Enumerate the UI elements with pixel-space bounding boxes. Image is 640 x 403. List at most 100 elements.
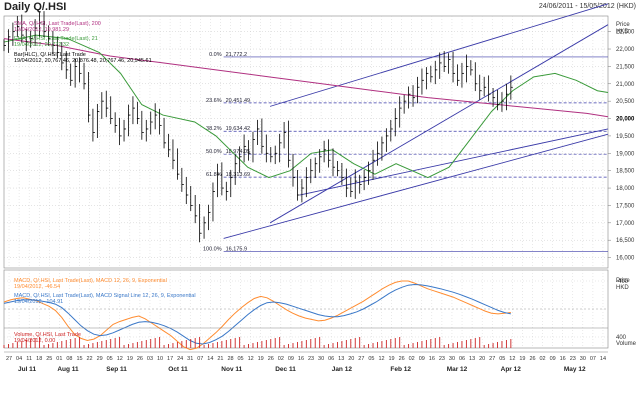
x-day-tick-label: 23 [570, 356, 576, 362]
price-panel-frame [3, 15, 609, 269]
x-month-label: Mar 12 [447, 366, 468, 373]
macd-axis-unit-currency: HKD [616, 285, 629, 291]
legend-signal-name: MACD, Q/.HSI, Last Trade(Last), MACD Sig… [14, 293, 196, 299]
x-day-tick-label: 21 [217, 356, 223, 362]
x-day-tick-label: 26 [268, 356, 274, 362]
sma200-line [3, 38, 609, 118]
x-day-tick-label: 26 [529, 356, 535, 362]
x-day-tick-label: 16 [429, 356, 435, 362]
x-day-tick-label: 16 [298, 356, 304, 362]
fib-level-value: 18,974.05 [226, 149, 250, 155]
x-day-tick-label: 26 [137, 356, 143, 362]
x-month-label: Jul 11 [18, 366, 36, 373]
x-day-tick-label: 12 [248, 356, 254, 362]
fib-level-label: 61.8% [206, 172, 222, 178]
x-day-tick-label: 07 [590, 356, 596, 362]
x-day-tick-label: 19 [519, 356, 525, 362]
x-day-tick-label: 02 [409, 356, 415, 362]
price-tick-label: 18,500 [616, 169, 635, 175]
legend-price-name: Bar(HLC), Q/.HSI, Last Trade [14, 52, 86, 58]
x-month-label: Feb 12 [390, 366, 411, 373]
x-day-tick-label: 14 [600, 356, 606, 362]
price-axis-unit-currency: HKD [616, 29, 629, 35]
x-day-tick-label: 08 [66, 356, 72, 362]
x-day-tick-label: 30 [318, 356, 324, 362]
x-day-tick-label: 14 [207, 356, 213, 362]
legend-signal-value: 19/04/2012, -104.91 [14, 299, 63, 305]
macd-line [3, 280, 511, 351]
x-day-tick-label: 30 [449, 356, 455, 362]
macd-tick-label: -400 [616, 279, 629, 285]
x-day-tick-label: 06 [459, 356, 465, 362]
x-day-tick-label: 29 [97, 356, 103, 362]
price-tick-label: 19,500 [616, 134, 635, 140]
x-day-tick-label: 02 [278, 356, 284, 362]
price-tick-label: 17,000 [616, 221, 635, 227]
x-day-tick-label: 09 [288, 356, 294, 362]
x-day-tick-label: 05 [107, 356, 113, 362]
legend-sma-value: 19/04/2012, 19,981.29 [14, 27, 69, 33]
chart-title: Daily Q/.HSI [4, 1, 67, 13]
fib-level-value: 20,451.49 [226, 98, 250, 104]
macd-axis-unit: Price [616, 278, 630, 284]
channel-line [269, 24, 609, 224]
x-month-label: Oct 11 [168, 366, 188, 373]
price-tick-label: 21,000 [616, 82, 635, 88]
x-day-tick-label: 27 [358, 356, 364, 362]
x-day-tick-label: 25 [46, 356, 52, 362]
x-day-tick-label: 19 [389, 356, 395, 362]
x-day-tick-label: 10 [157, 356, 163, 362]
price-tick-label: 20,500 [616, 99, 635, 105]
x-day-tick-label: 27 [6, 356, 12, 362]
fib-level-value: 19,634.42 [226, 126, 250, 132]
x-day-tick-label: 20 [348, 356, 354, 362]
volume-axis-unit: Volume [616, 341, 637, 347]
price-axis-unit: Price [616, 22, 630, 28]
x-day-tick-label: 16 [560, 356, 566, 362]
x-day-tick-label: 18 [36, 356, 42, 362]
x-day-tick-label: 04 [16, 356, 22, 362]
x-day-tick-label: 11 [26, 356, 32, 362]
x-day-tick-label: 26 [399, 356, 405, 362]
ema21-line [3, 34, 609, 179]
legend-macd-value: 19/04/2012, -46.54 [14, 284, 60, 290]
x-month-label: Aug 11 [57, 366, 79, 373]
chart-header: Daily Q/.HSI 24/06/2011 - 15/05/2012 (HK… [0, 0, 640, 16]
fib-level-label: 38.2% [206, 126, 222, 132]
x-day-tick-label: 09 [419, 356, 425, 362]
channel-line [223, 133, 609, 239]
price-tick-label: 18,000 [616, 186, 635, 192]
x-day-tick-label: 31 [187, 356, 193, 362]
x-day-tick-label: 23 [439, 356, 445, 362]
x-day-tick-label: 17 [167, 356, 173, 362]
price-tick-label: 19,000 [616, 151, 635, 157]
x-month-label: May 12 [564, 366, 586, 373]
fib-level-value: 21,772.2 [226, 52, 247, 58]
x-day-tick-label: 03 [147, 356, 153, 362]
price-bars [3, 11, 513, 243]
macd-signal-line [3, 283, 511, 345]
price-tick-label: 16,500 [616, 238, 635, 244]
fib-level-label: 0.0% [209, 52, 222, 58]
legend-volume-name: Volume, Q/.HSI, Last Trade [14, 332, 81, 338]
x-day-tick-label: 05 [238, 356, 244, 362]
x-day-tick-label: 06 [328, 356, 334, 362]
x-day-tick-label: 05 [499, 356, 505, 362]
price-tick-label: 21,500 [616, 64, 635, 70]
legend-volume-value: 19/04/2012, 0.00 [14, 338, 55, 344]
price-tick-label: 22,000 [616, 47, 635, 53]
x-day-tick-label: 19 [258, 356, 264, 362]
volume-bars [3, 337, 512, 348]
fib-level-value: 16,175.9 [226, 246, 247, 252]
price-tick-label: 16,000 [616, 256, 635, 262]
x-day-tick-label: 24 [177, 356, 183, 362]
x-month-label: Dec 11 [275, 366, 296, 373]
legend-ema-name: EMA, Q/.HSI, Last Trade(Last), 21 [14, 36, 98, 42]
price-tick-label: 20,000 [616, 117, 635, 123]
x-day-tick-label: 22 [87, 356, 93, 362]
x-day-tick-label: 13 [338, 356, 344, 362]
legend-macd-name: MACD, Q/.HSI, Last Trade(Last), MACD 12,… [14, 278, 167, 284]
price-tick-label: 22,500 [616, 30, 635, 36]
x-day-tick-label: 19 [127, 356, 133, 362]
legend-price-value: 19/04/2012, 20,767.46, 20,876.48, 20,767… [14, 58, 152, 64]
